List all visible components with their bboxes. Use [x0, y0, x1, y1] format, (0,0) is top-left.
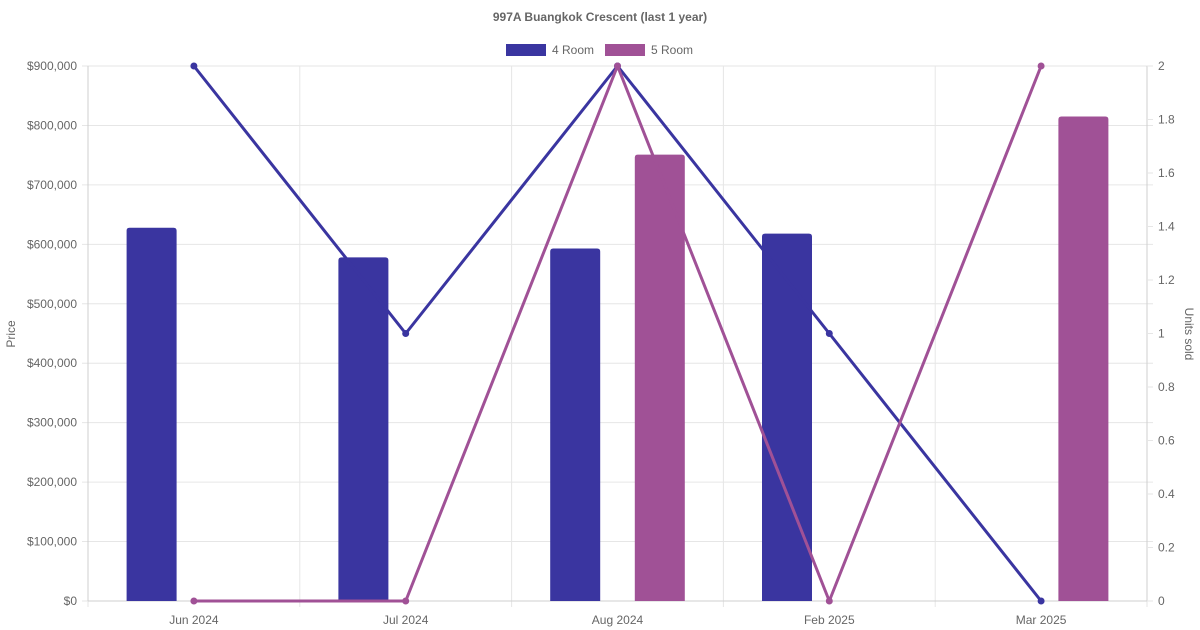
bar-4-room[interactable] — [762, 233, 812, 601]
bar-4-room[interactable] — [338, 257, 389, 601]
line-5-room — [193, 64, 1043, 603]
grid — [82, 65, 1153, 607]
y-left-tick-label: $0 — [64, 594, 78, 608]
legend-swatch-5-room — [605, 44, 645, 56]
x-tick-label: Mar 2025 — [1016, 613, 1067, 627]
chart-title: 997A Buangkok Crescent (last 1 year) — [493, 10, 707, 24]
y-right-tick-label: 0 — [1158, 594, 1165, 608]
bars — [126, 116, 1109, 602]
x-tick-label: Jul 2024 — [383, 613, 429, 627]
point-4-room[interactable] — [402, 330, 410, 337]
y-left-tick-label: $500,000 — [27, 297, 77, 311]
legend-label-5-room: 5 Room — [651, 43, 693, 57]
point-5-room[interactable] — [402, 597, 410, 605]
legend-item-5-room[interactable]: 5 Room — [605, 43, 693, 57]
legend-label-4-room: 4 Room — [552, 43, 594, 57]
x-axis: Jun 2024 Jul 2024 Aug 2024 Feb 2025 Mar 2025 — [169, 613, 1067, 627]
x-tick-label: Aug 2024 — [592, 613, 644, 627]
y-right-tick-label: 0.8 — [1158, 380, 1175, 394]
y-right-tick-label: 2 — [1158, 59, 1165, 73]
y-left-tick-label: $300,000 — [27, 416, 77, 430]
point-4-room[interactable] — [190, 62, 198, 70]
legend: 4 Room 5 Room — [506, 43, 693, 57]
point-4-room[interactable] — [825, 330, 833, 337]
bar-4-room[interactable] — [550, 248, 601, 601]
point-4-room[interactable] — [1037, 597, 1045, 605]
y-left-tick-label: $700,000 — [27, 178, 77, 192]
legend-item-4-room[interactable]: 4 Room — [506, 43, 594, 57]
point-5-room[interactable] — [190, 597, 198, 605]
x-tick-label: Feb 2025 — [804, 613, 855, 627]
y-right-tick-label: 0.6 — [1158, 434, 1175, 448]
point-5-room[interactable] — [825, 597, 833, 605]
point-5-room[interactable] — [1037, 62, 1045, 70]
point-5-room[interactable] — [614, 62, 621, 70]
y-right-tick-label: 1.4 — [1158, 220, 1175, 234]
y-right-tick-label: 1.2 — [1158, 273, 1175, 287]
y-axis-right: 0 0.2 0.4 0.6 0.8 1 1.2 1.4 1.6 1.8 2 — [1147, 59, 1175, 608]
x-tick-label: Jun 2024 — [169, 613, 219, 627]
y-left-tick-label: $600,000 — [27, 237, 77, 251]
y-axis-left: $0 $100,000 $200,000 $300,000 $400,000 $500,0… — [27, 59, 77, 608]
line-4-room — [192, 64, 1043, 602]
bar-4-room[interactable] — [126, 227, 177, 601]
y-right-tick-label: 1.8 — [1158, 113, 1175, 127]
y-right-tick-label: 1.6 — [1158, 166, 1175, 180]
y-right-tick-label: 0.4 — [1158, 487, 1175, 501]
y-left-tick-label: $900,000 — [27, 59, 77, 73]
lines — [190, 62, 1045, 605]
y-left-tick-label: $100,000 — [27, 535, 77, 549]
y-right-tick-label: 0.2 — [1158, 541, 1175, 555]
y-axis-right-title: Units sold — [1182, 308, 1196, 361]
y-left-tick-label: $200,000 — [27, 475, 77, 489]
y-left-tick-label: $800,000 — [27, 118, 77, 132]
y-left-tick-label: $400,000 — [27, 356, 77, 370]
legend-swatch-4-room — [506, 44, 546, 56]
bar-5-room[interactable] — [1058, 116, 1109, 602]
y-axis-left-title: Price — [4, 320, 18, 348]
bar-5-room[interactable] — [634, 154, 685, 602]
y-right-tick-label: 1 — [1158, 327, 1165, 341]
